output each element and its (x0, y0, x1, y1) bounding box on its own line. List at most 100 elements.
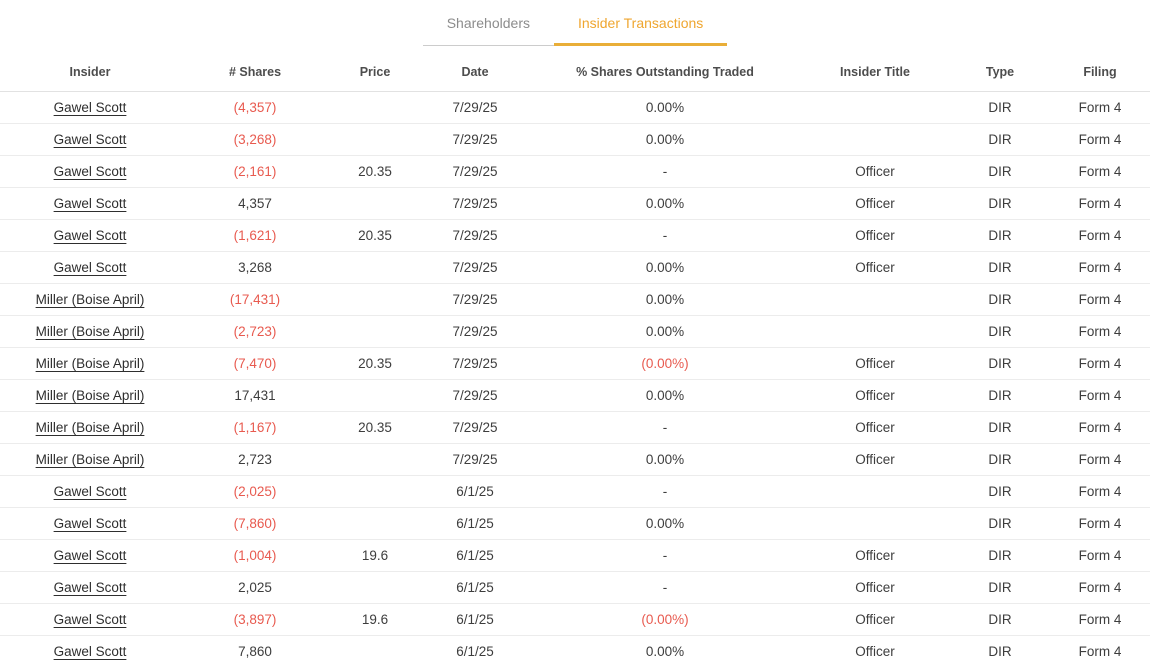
price-cell (330, 379, 420, 412)
type-cell: DIR (950, 123, 1050, 156)
insider-title-cell (800, 283, 950, 316)
insider-link[interactable]: Gawel Scott (53, 515, 127, 531)
type-cell: DIR (950, 283, 1050, 316)
insider-link[interactable]: Gawel Scott (53, 259, 127, 275)
tab-shareholders[interactable]: Shareholders (422, 15, 554, 46)
shares-cell: 3,268 (180, 251, 330, 284)
price-cell (330, 475, 420, 508)
type-cell: DIR (950, 315, 1050, 348)
column-header-shares: # Shares (180, 46, 330, 92)
table-row: Gawel Scott 7,860 6/1/25 0.00% Officer D… (0, 635, 1150, 667)
table-row: Gawel Scott (1,004) 19.6 6/1/25 - Office… (0, 539, 1150, 572)
price-cell: 19.6 (330, 603, 420, 636)
insider-title-cell (800, 507, 950, 540)
insider-transactions-table: Insider # Shares Price Date % Shares Out… (0, 46, 1150, 667)
insider-title-cell: Officer (800, 251, 950, 284)
date-cell: 6/1/25 (420, 635, 530, 667)
insider-title-cell: Officer (800, 443, 950, 476)
insider-cell: Gawel Scott (0, 507, 180, 540)
table-row: Miller (Boise April) 17,431 7/29/25 0.00… (0, 379, 1150, 412)
tab-bar: Shareholders Insider Transactions (0, 0, 1150, 46)
insider-cell: Gawel Scott (0, 187, 180, 220)
price-cell (330, 187, 420, 220)
date-cell: 7/29/25 (420, 91, 530, 124)
shares-cell: (4,357) (180, 91, 330, 124)
date-cell: 7/29/25 (420, 251, 530, 284)
filing-cell: Form 4 (1050, 379, 1150, 412)
insider-link[interactable]: Miller (Boise April) (35, 419, 145, 435)
pct-cell: 0.00% (530, 91, 800, 124)
date-cell: 7/29/25 (420, 219, 530, 252)
pct-cell: - (530, 219, 800, 252)
insider-cell: Miller (Boise April) (0, 347, 180, 380)
date-cell: 6/1/25 (420, 571, 530, 604)
insider-link[interactable]: Gawel Scott (53, 163, 127, 179)
price-cell (330, 283, 420, 316)
price-cell (330, 507, 420, 540)
insider-title-cell: Officer (800, 379, 950, 412)
shares-cell: (2,025) (180, 475, 330, 508)
insider-link[interactable]: Gawel Scott (53, 483, 127, 499)
filing-cell: Form 4 (1050, 91, 1150, 124)
insider-link[interactable]: Miller (Boise April) (35, 355, 145, 371)
filing-cell: Form 4 (1050, 283, 1150, 316)
column-header-type: Type (950, 46, 1050, 92)
price-cell: 19.6 (330, 539, 420, 572)
table-row: Miller (Boise April) (17,431) 7/29/25 0.… (0, 283, 1150, 316)
insider-link[interactable]: Miller (Boise April) (35, 291, 145, 307)
date-cell: 6/1/25 (420, 475, 530, 508)
table-row: Miller (Boise April) 2,723 7/29/25 0.00%… (0, 443, 1150, 476)
type-cell: DIR (950, 91, 1050, 124)
insider-link[interactable]: Miller (Boise April) (35, 387, 145, 403)
column-header-pct-outstanding: % Shares Outstanding Traded (530, 46, 800, 92)
insider-cell: Gawel Scott (0, 123, 180, 156)
insider-link[interactable]: Miller (Boise April) (35, 323, 145, 339)
insider-link[interactable]: Gawel Scott (53, 611, 127, 627)
insider-link[interactable]: Gawel Scott (53, 131, 127, 147)
filing-cell: Form 4 (1050, 251, 1150, 284)
insider-cell: Gawel Scott (0, 91, 180, 124)
price-cell: 20.35 (330, 219, 420, 252)
type-cell: DIR (950, 219, 1050, 252)
insider-link[interactable]: Gawel Scott (53, 643, 127, 659)
price-cell: 20.35 (330, 347, 420, 380)
insider-title-cell: Officer (800, 635, 950, 667)
pct-cell: - (530, 155, 800, 188)
date-cell: 7/29/25 (420, 155, 530, 188)
date-cell: 7/29/25 (420, 283, 530, 316)
insider-title-cell: Officer (800, 539, 950, 572)
insider-cell: Miller (Boise April) (0, 283, 180, 316)
insider-title-cell: Officer (800, 347, 950, 380)
insider-title-cell: Officer (800, 219, 950, 252)
price-cell (330, 91, 420, 124)
type-cell: DIR (950, 539, 1050, 572)
date-cell: 7/29/25 (420, 123, 530, 156)
pct-cell: - (530, 475, 800, 508)
tab-insider-transactions[interactable]: Insider Transactions (553, 15, 728, 46)
table-header-row: Insider # Shares Price Date % Shares Out… (0, 46, 1150, 92)
filing-cell: Form 4 (1050, 315, 1150, 348)
insider-cell: Gawel Scott (0, 603, 180, 636)
insider-link[interactable]: Gawel Scott (53, 547, 127, 563)
filing-cell: Form 4 (1050, 219, 1150, 252)
table-row: Gawel Scott (3,897) 19.6 6/1/25 (0.00%) … (0, 603, 1150, 636)
table-row: Gawel Scott (3,268) 7/29/25 0.00% DIR Fo… (0, 123, 1150, 156)
insider-link[interactable]: Gawel Scott (53, 227, 127, 243)
insider-link[interactable]: Gawel Scott (53, 579, 127, 595)
table-row: Gawel Scott 3,268 7/29/25 0.00% Officer … (0, 251, 1150, 284)
date-cell: 7/29/25 (420, 187, 530, 220)
shares-cell: (1,004) (180, 539, 330, 572)
shares-cell: (2,161) (180, 155, 330, 188)
date-cell: 7/29/25 (420, 315, 530, 348)
type-cell: DIR (950, 187, 1050, 220)
pct-cell: 0.00% (530, 635, 800, 667)
insider-link[interactable]: Gawel Scott (53, 195, 127, 211)
filing-cell: Form 4 (1050, 603, 1150, 636)
type-cell: DIR (950, 571, 1050, 604)
filing-cell: Form 4 (1050, 475, 1150, 508)
filing-cell: Form 4 (1050, 347, 1150, 380)
table-row: Miller (Boise April) (1,167) 20.35 7/29/… (0, 411, 1150, 444)
insider-link[interactable]: Gawel Scott (53, 99, 127, 115)
insider-link[interactable]: Miller (Boise April) (35, 451, 145, 467)
insider-cell: Gawel Scott (0, 539, 180, 572)
